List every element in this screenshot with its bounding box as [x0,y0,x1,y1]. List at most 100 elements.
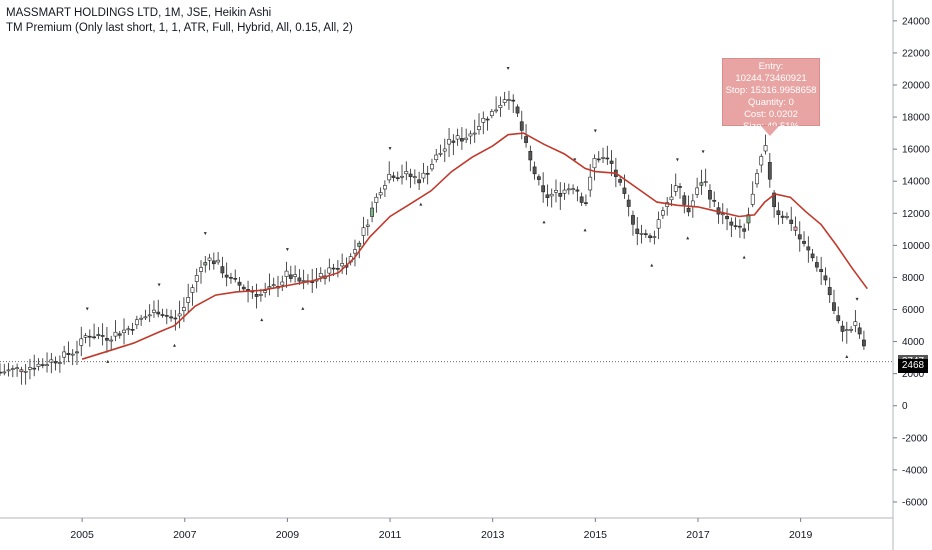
candle-body [554,189,558,193]
candle-body [673,185,678,192]
candle-body [216,259,221,263]
candle-body [541,185,546,193]
candle-body [117,333,122,336]
candle-body [750,193,755,205]
candle-body [438,152,443,155]
candle-body [472,132,477,135]
candle-body [575,189,580,192]
candle-body [618,179,623,183]
indicator-title[interactable]: TM Premium (Only last short, 1, 1, ATR, … [6,22,353,34]
pivot-high-marker [388,147,392,151]
y-tick-label: 22000 [902,48,930,59]
candle-body [631,215,635,225]
symbol-title[interactable]: MASSMART HOLDINGS LTD, 1M, JSE, Heikin A… [6,7,272,19]
candle-body [806,246,811,251]
candle-body [190,287,195,293]
candle-body [857,327,862,335]
candle-body [566,188,571,191]
candle-body [10,368,15,370]
candle-body [130,329,135,331]
candle-body [742,228,747,232]
candle-body [412,176,417,178]
pivot-low-marker [742,255,746,259]
pivot-high-marker [203,232,207,236]
candle-body [152,309,156,313]
tooltip-quantity: Quantity: 0 [748,97,794,108]
candle-body [755,173,759,185]
candle-body [468,133,473,137]
tooltip-cost: Cost: 0.0202 [744,109,798,120]
candle-body [489,111,494,116]
pivot-high-marker [701,150,705,154]
y-tick-label: -6000 [902,497,928,508]
candle-body [536,176,541,180]
candle-body [464,137,469,140]
pivot-low-marker [583,228,587,232]
candle-body [182,307,186,312]
candle-body [186,297,191,303]
candle-body [481,118,486,123]
pivot-low-marker [845,355,849,359]
pivot-high-marker [855,297,859,301]
y-tick-label: 2000 [902,369,925,380]
candle-body [207,257,212,261]
candle-body [387,173,392,181]
candle-body [532,166,537,175]
candle-body [15,367,20,370]
candle-body [836,315,841,322]
candle-body [810,253,815,259]
pivot-high-marker [573,158,577,162]
candle-body [237,281,242,286]
candle-body [378,192,383,196]
candle-body [173,317,178,320]
candle-body [70,353,75,356]
candle-body [96,334,101,336]
candle-body [2,371,7,374]
y-tick-label: 24000 [902,16,930,27]
candle-body [224,274,229,278]
candle-body [767,162,772,180]
candle-body [258,294,263,296]
candle-body [194,275,199,282]
candle-body [528,150,533,161]
pivot-low-marker [260,318,264,322]
candle-body [233,277,238,280]
candle-body [391,175,396,178]
candle-body [365,224,370,227]
candle-body [729,221,734,226]
candle-body [737,225,742,228]
candle-body [254,294,259,297]
candle-body [853,321,858,326]
candle-body [45,364,49,366]
candle-body [661,210,665,216]
candle-body [763,145,768,152]
candle-body [23,371,28,373]
candle-body [605,157,610,160]
candle-body [511,99,516,102]
candle-body [780,215,785,218]
pivot-high-marker [157,283,161,287]
candle-body [459,138,464,142]
candle-body [425,173,430,175]
candle-body [40,364,45,366]
candle-body [759,156,764,166]
candle-body [558,193,563,197]
candle-body [156,311,161,315]
candle-body [524,136,528,143]
y-tick-label: 8000 [902,273,925,284]
candle-body [840,325,845,332]
candle-body [49,359,54,363]
x-tick-label: 2007 [173,529,197,541]
pivot-low-marker [686,236,690,240]
candle-body [789,219,794,224]
candle-body [430,164,434,170]
candle-body [160,314,165,316]
candle-body [626,199,631,207]
candle-body [507,99,511,101]
candle-body [301,280,306,282]
candle-body [6,369,11,372]
x-tick-label: 2009 [276,529,300,541]
candle-body [271,284,276,286]
